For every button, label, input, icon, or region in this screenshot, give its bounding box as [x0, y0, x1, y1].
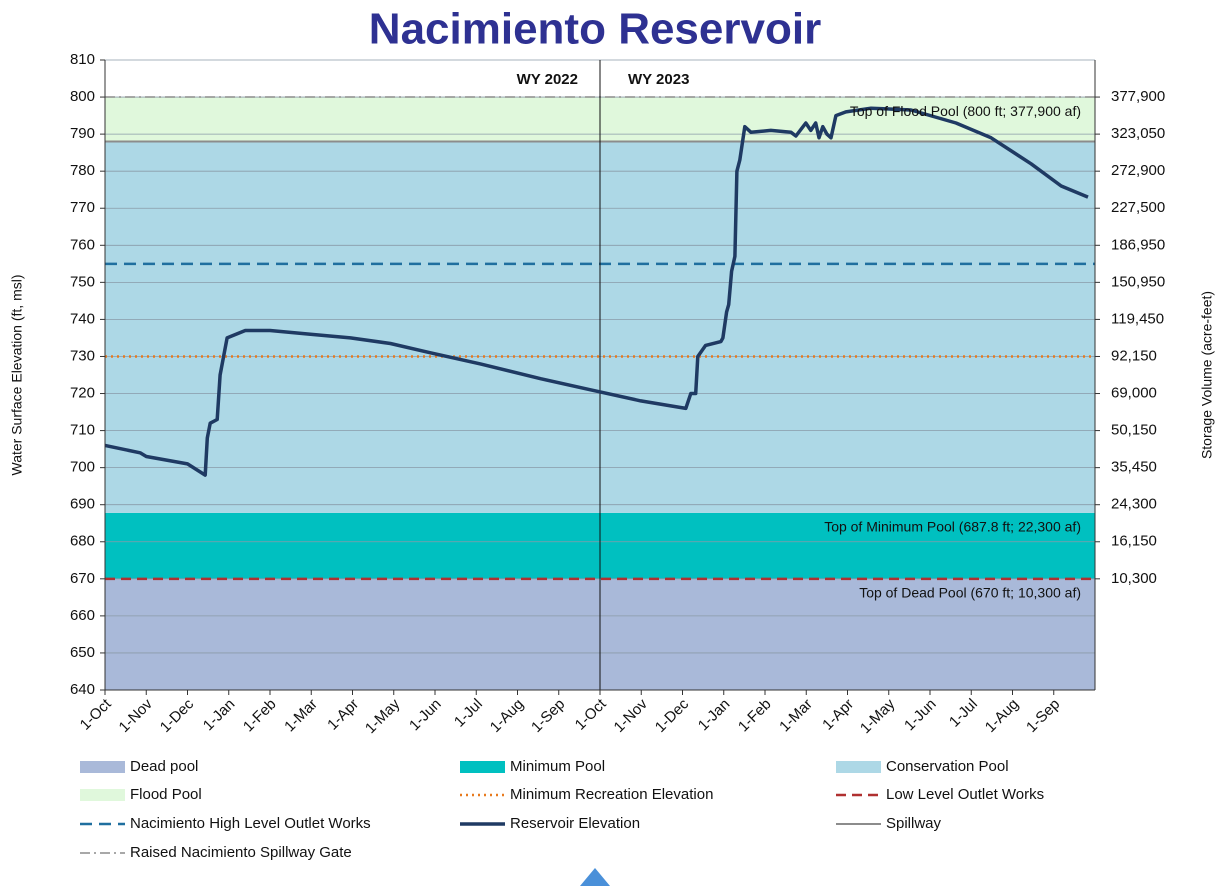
legend-item: Conservation Pool	[836, 758, 1009, 775]
legend-item: Low Level Outlet Works	[836, 786, 1044, 803]
legend-swatch	[460, 761, 505, 773]
y2-tick-label: 24,300	[1111, 496, 1157, 513]
legend-item: Nacimiento High Level Outlet Works	[80, 815, 371, 832]
y-tick-label: 770	[70, 199, 95, 216]
annotation: Top of Dead Pool (670 ft; 10,300 af)	[859, 585, 1081, 601]
y2-tick-label: 16,150	[1111, 533, 1157, 550]
y-tick-label: 640	[70, 681, 95, 698]
y-tick-label: 740	[70, 310, 95, 327]
water-year-label: WY 2023	[628, 71, 689, 88]
x-tick-label: 1-Aug	[487, 696, 527, 736]
legend-label: Minimum Pool	[510, 758, 605, 775]
y-tick-label: 720	[70, 384, 95, 401]
y-tick-label: 680	[70, 533, 95, 550]
y2-tick-label: 10,300	[1111, 570, 1157, 587]
x-tick-label: 1-Feb	[735, 696, 775, 736]
legend-label: Spillway	[886, 815, 942, 832]
annotation: Top of Minimum Pool (687.8 ft; 22,300 af…	[824, 519, 1081, 535]
reservoir-elevation-line	[104, 106, 1089, 477]
x-tick-label: 1-Apr	[819, 696, 857, 734]
x-tick-label: 1-Jan	[200, 696, 239, 735]
y-axis-title: Water Surface Elevation (ft, msl)	[9, 275, 25, 476]
y-tick-label: 800	[70, 88, 95, 105]
x-tick-label: 1-Jul	[946, 696, 981, 731]
x-tick-label: 1-Sep	[1023, 696, 1063, 736]
y2-tick-label: 186,950	[1111, 236, 1165, 253]
x-tick-label: 1-Mar	[776, 696, 816, 736]
x-tick-label: 1-Mar	[281, 696, 321, 736]
annotation: Top of Flood Pool (800 ft; 377,900 af)	[850, 103, 1081, 119]
legend-label: Flood Pool	[130, 786, 202, 803]
legend-item: Raised Nacimiento Spillway Gate	[80, 844, 352, 861]
x-tick-label: 1-Nov	[116, 695, 157, 736]
y-tick-label: 670	[70, 570, 95, 587]
x-tick-label: 1-Oct	[77, 695, 116, 734]
x-tick-label: 1-Sep	[528, 696, 568, 736]
y2-tick-label: 227,500	[1111, 199, 1165, 216]
y2-tick-label: 35,450	[1111, 459, 1157, 476]
legend-item: Reservoir Elevation	[460, 815, 640, 832]
legend-item: Spillway	[836, 815, 942, 832]
legend-swatch	[836, 761, 881, 773]
y-tick-label: 810	[70, 51, 95, 68]
x-tick-label: 1-Nov	[611, 695, 652, 736]
y2-tick-label: 50,150	[1111, 422, 1157, 439]
y-tick-label: 660	[70, 607, 95, 624]
x-tick-label: 1-Dec	[157, 695, 198, 736]
logo	[580, 868, 610, 886]
x-tick-label: 1-Jan	[695, 696, 734, 735]
x-tick-label: 1-Oct	[572, 695, 611, 734]
y2-tick-label: 150,950	[1111, 273, 1165, 290]
y-tick-label: 730	[70, 347, 95, 364]
legend-item: Minimum Pool	[460, 758, 605, 775]
x-tick-label: 1-Apr	[324, 696, 362, 734]
y-tick-label: 750	[70, 273, 95, 290]
legend-item: Dead pool	[80, 758, 198, 775]
legend-label: Raised Nacimiento Spillway Gate	[130, 844, 352, 861]
chart-title: Nacimiento Reservoir	[369, 5, 821, 54]
legend-swatch	[80, 761, 125, 773]
y-tick-label: 690	[70, 496, 95, 513]
x-tick-label: 1-Dec	[652, 695, 693, 736]
legend-label: Reservoir Elevation	[510, 815, 640, 832]
legend-label: Nacimiento High Level Outlet Works	[130, 815, 371, 832]
x-tick-label: 1-Feb	[240, 696, 280, 736]
legend-label: Dead pool	[130, 758, 198, 775]
y-tick-label: 650	[70, 644, 95, 661]
x-tick-label: 1-May	[362, 695, 404, 737]
x-tick-label: 1-Jul	[451, 696, 486, 731]
legend-swatch	[80, 789, 125, 801]
legend-item: Flood Pool	[80, 786, 202, 803]
x-tick-label: 1-Jun	[406, 696, 445, 735]
y-tick-label: 710	[70, 422, 95, 439]
y2-tick-label: 92,150	[1111, 347, 1157, 364]
x-tick-label: 1-Jun	[901, 696, 940, 735]
water-year-label: WY 2022	[517, 71, 578, 88]
legend-item: Minimum Recreation Elevation	[460, 786, 713, 803]
x-tick-label: 1-May	[857, 695, 899, 737]
x-tick-label: 1-Aug	[982, 696, 1022, 736]
legend-label: Minimum Recreation Elevation	[510, 786, 713, 803]
y2-tick-label: 119,450	[1111, 310, 1164, 327]
y-tick-label: 790	[70, 125, 95, 142]
y2-tick-label: 323,050	[1111, 125, 1165, 142]
y2-axis-title: Storage Volume (acre-feet)	[1199, 291, 1215, 459]
y-tick-label: 700	[70, 459, 95, 476]
legend-label: Conservation Pool	[886, 758, 1009, 775]
y-tick-label: 760	[70, 236, 95, 253]
legend-label: Low Level Outlet Works	[886, 786, 1044, 803]
y2-tick-label: 272,900	[1111, 162, 1165, 179]
y2-tick-label: 377,900	[1111, 88, 1165, 105]
y-tick-label: 780	[70, 162, 95, 179]
y2-tick-label: 69,000	[1111, 384, 1157, 401]
